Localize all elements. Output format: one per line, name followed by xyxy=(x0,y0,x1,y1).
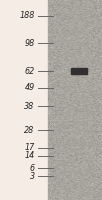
Text: 38: 38 xyxy=(24,102,35,111)
Text: 28: 28 xyxy=(24,126,35,135)
Bar xyxy=(48,0,102,200)
Text: 14: 14 xyxy=(24,151,35,160)
Text: 188: 188 xyxy=(19,11,35,21)
Text: 62: 62 xyxy=(24,66,35,75)
Text: 98: 98 xyxy=(24,38,35,47)
Text: 6: 6 xyxy=(30,164,35,173)
Text: 49: 49 xyxy=(24,83,35,92)
Text: 3: 3 xyxy=(30,172,35,181)
Text: 17: 17 xyxy=(24,143,35,152)
Bar xyxy=(71,68,87,74)
Bar xyxy=(0,0,48,200)
